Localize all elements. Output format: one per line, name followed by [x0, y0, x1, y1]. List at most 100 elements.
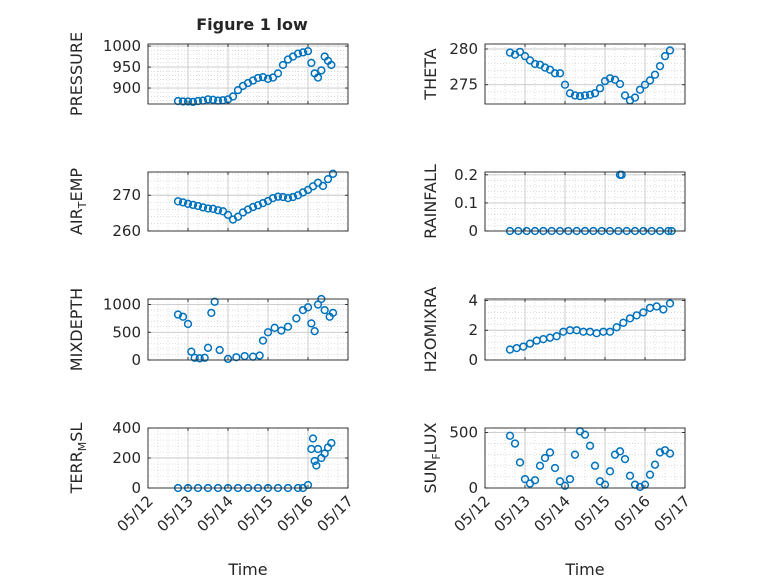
- data-marker: [193, 96, 203, 106]
- y-tick-label: 2: [468, 321, 478, 339]
- y-tick-label: 200: [112, 449, 141, 467]
- data-marker: [585, 90, 595, 99]
- data-marker: [270, 323, 279, 332]
- x-tick-label: 05/16: [611, 492, 654, 535]
- data-marker: [240, 351, 249, 361]
- data-marker: [530, 476, 540, 485]
- data-marker: [327, 60, 336, 70]
- data-marker: [510, 439, 520, 448]
- data-marker: [303, 303, 313, 312]
- x-tick-label: 05/14: [531, 492, 574, 535]
- y-tick-label: 400: [112, 419, 141, 437]
- data-marker: [580, 430, 590, 439]
- y-axis-label-subscript: T: [76, 201, 89, 209]
- data-marker: [535, 461, 545, 470]
- x-tick-label: 05/15: [571, 492, 614, 535]
- data-marker: [625, 471, 635, 480]
- chart-panel-right-2: 0 0.1 0.2 RAINFALL: [421, 164, 686, 240]
- data-marker: [310, 327, 319, 336]
- data-marker: [233, 212, 243, 221]
- data-marker: [660, 51, 670, 61]
- data-marker: [612, 323, 621, 332]
- data-marker: [268, 73, 278, 82]
- y-axis-label-part: SL: [67, 423, 86, 442]
- data-marker: [187, 347, 196, 356]
- data-marker: [203, 343, 213, 352]
- data-marker: [605, 327, 615, 336]
- y-tick-label: 4: [468, 291, 478, 309]
- y-tick-label: 0: [468, 479, 478, 497]
- data-marker: [560, 481, 570, 490]
- y-axis-label-subscript: M: [76, 442, 89, 452]
- data-marker: [645, 470, 655, 479]
- y-tick-label: 950: [112, 58, 141, 76]
- data-marker: [210, 297, 219, 306]
- data-marker: [200, 353, 209, 362]
- data-marker: [213, 206, 223, 215]
- data-marker: [310, 456, 319, 466]
- data-marker: [570, 450, 580, 459]
- figure-title: Figure 1 low: [196, 15, 308, 34]
- data-marker: [253, 73, 263, 83]
- data-marker: [595, 84, 605, 93]
- data-marker: [665, 449, 675, 458]
- data-marker: [590, 89, 600, 98]
- data-marker: [605, 74, 615, 83]
- data-marker: [635, 85, 645, 94]
- data-marker: [615, 447, 625, 456]
- data-marker: [639, 308, 648, 317]
- chart-panel-right-1: 275 280 THETA: [421, 40, 686, 105]
- data-marker: [620, 454, 630, 464]
- data-marker: [273, 192, 283, 201]
- data-marker: [655, 61, 665, 71]
- axes-box: [484, 43, 686, 105]
- data-marker: [313, 444, 323, 454]
- data-marker: [520, 474, 530, 484]
- data-marker: [615, 79, 625, 89]
- data-marker: [253, 201, 263, 210]
- data-marker: [307, 319, 316, 328]
- y-axis-label-part: AIR: [67, 208, 86, 235]
- data-marker: [298, 48, 308, 57]
- data-marker: [317, 66, 326, 75]
- data-marker: [277, 326, 286, 335]
- data-marker: [188, 97, 198, 107]
- data-marker: [555, 477, 565, 486]
- data-marker: [188, 200, 198, 210]
- axes-box: [484, 171, 686, 232]
- data-marker: [590, 461, 600, 470]
- y-tick-label: 0: [131, 351, 141, 369]
- y-axis-label-part: TERR: [67, 451, 86, 494]
- x-tick-label: 05/17: [314, 492, 357, 535]
- x-tick-label: 05/12: [451, 492, 494, 535]
- y-tick-label: 0: [468, 351, 478, 369]
- y-tick-label: 280: [449, 40, 478, 58]
- data-marker: [278, 192, 288, 202]
- y-tick-label: 1000: [103, 37, 141, 55]
- data-marker: [223, 354, 233, 364]
- axes-box: [147, 43, 349, 105]
- data-marker: [303, 46, 313, 56]
- data-marker: [232, 353, 241, 362]
- data-marker: [178, 198, 188, 207]
- data-marker: [550, 69, 560, 78]
- data-marker: [255, 351, 264, 360]
- data-marker: [565, 89, 575, 98]
- y-axis-label: SUNFLUX: [421, 422, 443, 493]
- x-tick-label: 05/14: [194, 492, 237, 535]
- y-tick-label: 275: [449, 76, 478, 94]
- y-axis-label: RAINFALL: [421, 164, 440, 239]
- data-marker: [640, 80, 650, 89]
- data-marker: [183, 319, 193, 329]
- x-axis-label: Time: [564, 560, 604, 579]
- y-tick-label: 260: [112, 222, 141, 240]
- data-marker: [292, 314, 301, 323]
- data-marker: [545, 448, 555, 457]
- data-marker: [650, 460, 660, 469]
- data-marker: [565, 474, 575, 484]
- data-marker: [312, 461, 321, 470]
- data-marker: [655, 448, 665, 457]
- x-tick-label: 05/13: [491, 492, 534, 535]
